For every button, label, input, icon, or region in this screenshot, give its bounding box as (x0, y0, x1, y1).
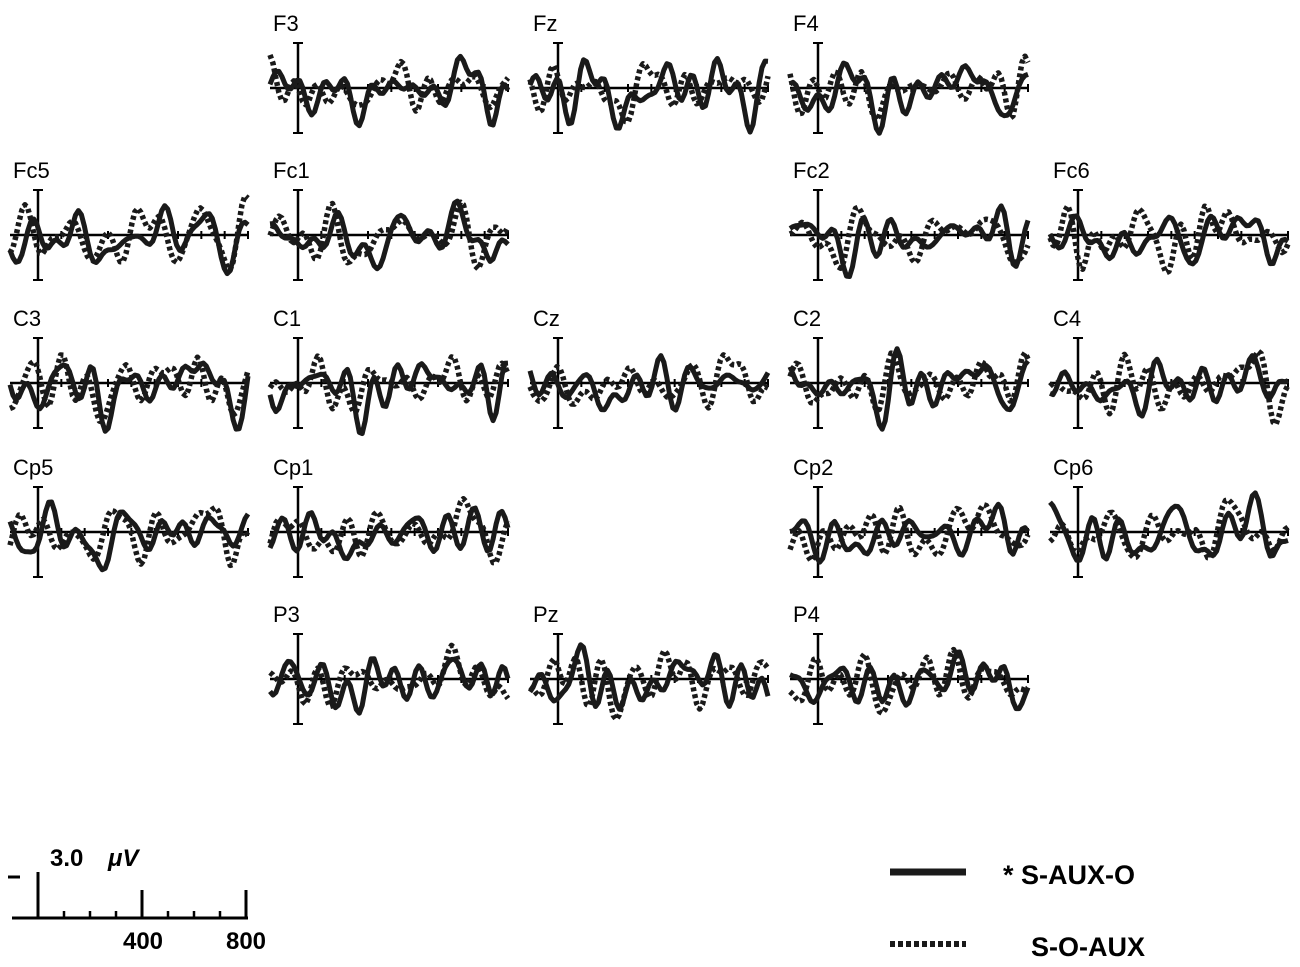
panel-label-cp6: Cp6 (1053, 455, 1093, 480)
series-s-aux-o-cp2 (789, 501, 1030, 565)
panel-f3: F3 (267, 11, 511, 134)
panel-c2: C2 (787, 306, 1031, 432)
series-s-o-aux-cp1 (267, 496, 511, 566)
series-s-aux-o-fc6 (1047, 213, 1290, 267)
panel-label-pz: Pz (533, 602, 559, 627)
panel-label-cp2: Cp2 (793, 455, 833, 480)
series-s-aux-o-c2 (787, 346, 1030, 432)
legend-label-s-o-aux: S-O-AUX (1031, 932, 1145, 962)
series-s-aux-o-cz (527, 353, 771, 413)
panel-label-c1: C1 (273, 306, 301, 331)
series-s-aux-o-f4 (788, 60, 1029, 136)
series-s-aux-o-cp1 (267, 505, 511, 562)
panel-label-fc6: Fc6 (1053, 158, 1090, 183)
scale-bar: 3.0 μV 400 800 (8, 845, 266, 955)
series-s-o-aux-cp5 (7, 504, 251, 569)
panel-label-c2: C2 (793, 306, 821, 331)
series-s-o-aux-fc5 (7, 193, 250, 273)
panel-cp2: Cp2 (787, 455, 1031, 578)
panel-label-fc2: Fc2 (793, 158, 830, 183)
panel-p3: P3 (268, 602, 511, 725)
series-s-aux-o-cp5 (7, 499, 251, 573)
panel-cp5: Cp5 (7, 455, 251, 578)
panel-label-fc5: Fc5 (13, 158, 50, 183)
panel-f4: F4 (787, 11, 1031, 136)
panel-label-cp5: Cp5 (13, 455, 53, 480)
panel-cz: Cz (527, 306, 771, 429)
scale-bar-unit: μV (107, 845, 140, 872)
series-s-o-aux-c1 (267, 353, 511, 415)
panel-label-cp1: Cp1 (273, 455, 313, 480)
scale-bar-amplitude: 3.0 (50, 845, 83, 872)
series-s-aux-o-fc5 (7, 203, 250, 277)
series-s-o-aux-cz (527, 352, 770, 411)
panel-p4: P4 (788, 602, 1031, 725)
panel-label-f3: F3 (273, 11, 299, 36)
panel-label-c4: C4 (1053, 306, 1081, 331)
series-s-aux-o-p3 (268, 656, 511, 716)
scale-bar-tick-label-800: 800 (226, 928, 266, 955)
series-s-aux-o-c1 (267, 360, 509, 437)
panel-fc2: Fc2 (788, 158, 1031, 281)
series-s-aux-o-fc2 (788, 203, 1031, 279)
scale-bar-ticks (62, 890, 248, 918)
panel-fz: Fz (527, 11, 771, 135)
series-s-o-aux-c3 (8, 352, 251, 425)
panel-label-f4: F4 (793, 11, 819, 36)
series-s-o-aux-cp2 (787, 501, 1031, 564)
panel-c4: C4 (1048, 306, 1291, 429)
panel-cp1: Cp1 (267, 455, 511, 578)
panel-label-cz: Cz (533, 306, 560, 331)
series-s-aux-o-c3 (7, 360, 251, 434)
legend-label-s-aux-o: * S-AUX-O (1003, 860, 1135, 890)
series-s-aux-o-pz (527, 642, 771, 712)
panel-cp6: Cp6 (1048, 455, 1290, 578)
electrode-panels: F3 Fz F4 Fc5 Fc1 Fc2 Fc6 C3 C1 Cz C2 C4 Cp5 Cp1 Cp2 Cp6… (7, 11, 1291, 725)
panel-fc5: Fc5 (7, 158, 250, 281)
series-s-aux-o-p4 (789, 649, 1031, 712)
panel-pz: Pz (527, 602, 771, 725)
series-s-aux-o-f3 (267, 53, 511, 129)
series-s-o-aux-fz (527, 61, 771, 125)
series-s-aux-o-fz (527, 56, 769, 135)
panel-label-fz: Fz (533, 11, 557, 36)
panel-label-p3: P3 (273, 602, 300, 627)
legend: * S-AUX-O S-O-AUX (890, 860, 1145, 962)
series-s-o-aux-cp6 (1048, 497, 1290, 561)
series-s-aux-o-cp6 (1048, 490, 1289, 563)
panel-label-c3: C3 (13, 306, 41, 331)
series-s-aux-o-fc1 (269, 198, 510, 272)
panel-label-fc1: Fc1 (273, 158, 310, 183)
panel-fc1: Fc1 (267, 158, 511, 281)
panel-c3: C3 (7, 306, 251, 434)
series-s-o-aux-pz (528, 647, 771, 723)
series-s-o-aux-c2 (787, 350, 1031, 414)
series-s-aux-o-c4 (1049, 353, 1289, 419)
panel-fc6: Fc6 (1047, 158, 1291, 281)
panel-label-p4: P4 (793, 602, 820, 627)
scale-bar-tick-label-400: 400 (123, 928, 163, 955)
panel-c1: C1 (267, 306, 511, 437)
